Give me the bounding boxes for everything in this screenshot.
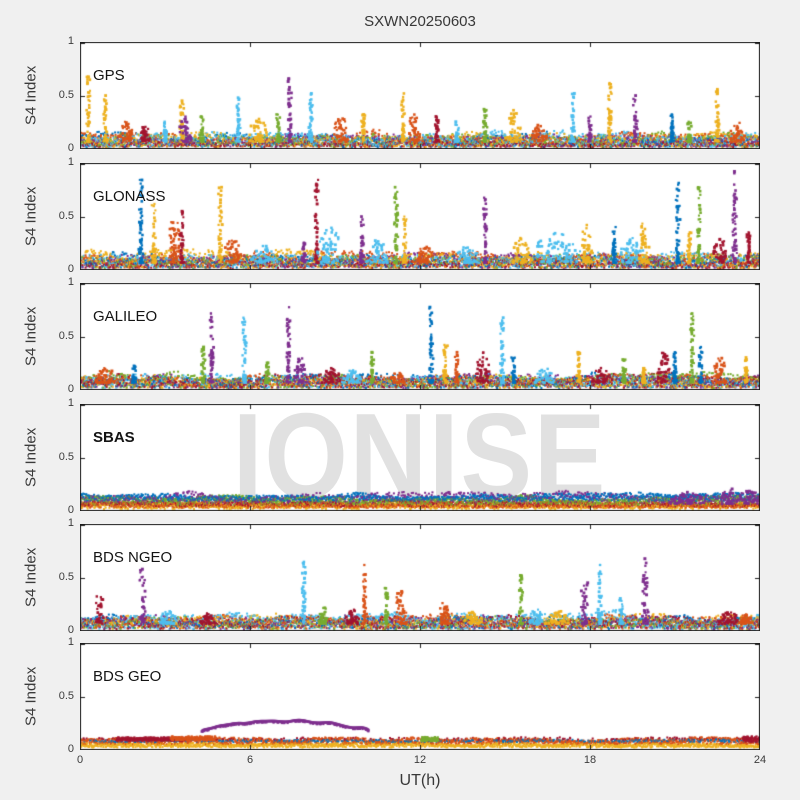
y-tick-label: 1 (67, 276, 74, 288)
subplot-galileo: S4 Index 1 0.5 0 GALILEO (0, 276, 800, 395)
scatter-plot-gps (80, 42, 760, 149)
y-tick-label: 0.5 (58, 690, 74, 702)
scatter-plot-bds-ngeo (80, 524, 760, 631)
subplot-bds-geo: S4 Index 1 0.5 0 BDS GEO (0, 636, 800, 755)
subplot-sbas: S4 Index 1 0.5 0 IONISE SBAS (0, 395, 800, 517)
y-axis-label: S4 Index (22, 427, 40, 488)
y-tick-label: 0.5 (58, 451, 74, 463)
y-tick-label: 1 (67, 636, 74, 648)
panel-label-sbas: SBAS (93, 429, 135, 446)
y-tick-label: 0 (67, 504, 74, 516)
x-axis: 0 6 12 18 24 UT(h) (0, 750, 800, 800)
y-tick-label: 1 (67, 156, 74, 168)
subplot-glonass: S4 Index 1 0.5 0 GLONASS (0, 156, 800, 275)
x-axis-label: UT(h) (399, 772, 441, 789)
subplot-gps: S4 Index 1 0.5 0 GPS (0, 35, 800, 154)
y-tick-label: 0.5 (58, 571, 74, 583)
plot-area (80, 163, 760, 270)
y-axis-label: S4 Index (22, 65, 40, 126)
panel-label-galileo: GALILEO (93, 308, 158, 325)
panel-label-bds-geo: BDS GEO (93, 668, 162, 685)
x-tick-label: 6 (246, 754, 254, 766)
panel-label-gps: GPS (93, 67, 125, 84)
y-axis-label: S4 Index (22, 547, 40, 608)
y-tick-label: 0 (67, 743, 74, 755)
y-tick-label: 0 (67, 383, 74, 395)
x-tick-label: 0 (76, 754, 84, 766)
plot-area: IONISE (80, 395, 760, 517)
panel-label-bds-ngeo: BDS NGEO (93, 549, 173, 566)
y-axis-label: S4 Index (22, 306, 40, 367)
y-tick-label: 1 (67, 397, 74, 409)
scatter-plot-glonass (80, 163, 760, 270)
y-axis-label: S4 Index (22, 666, 40, 727)
y-axis-label: S4 Index (22, 186, 40, 247)
y-tick-label: 0 (67, 142, 74, 154)
y-tick-label: 1 (67, 35, 74, 47)
y-tick-label: 0.5 (58, 210, 74, 222)
plot-area (80, 283, 760, 390)
plot-area (80, 42, 760, 149)
subplot-bds-ngeo: S4 Index 1 0.5 0 BDS NGEO (0, 517, 800, 636)
plot-area (80, 524, 760, 631)
panel-label-glonass: GLONASS (93, 188, 166, 205)
x-tick-label: 12 (413, 754, 427, 766)
y-tick-label: 0.5 (58, 330, 74, 342)
figure-title: SXWN20250603 (364, 13, 476, 30)
y-tick-label: 0 (67, 263, 74, 275)
scatter-plot-galileo (80, 283, 760, 390)
x-tick-label: 18 (583, 754, 597, 766)
y-tick-label: 1 (67, 517, 74, 529)
y-tick-label: 0 (67, 624, 74, 636)
x-tick-label: 24 (753, 754, 767, 766)
plot-area (80, 643, 760, 750)
scatter-plot-sbas (80, 404, 760, 511)
y-tick-label: 0.5 (58, 89, 74, 101)
scatter-plot-bds-geo (80, 643, 760, 750)
